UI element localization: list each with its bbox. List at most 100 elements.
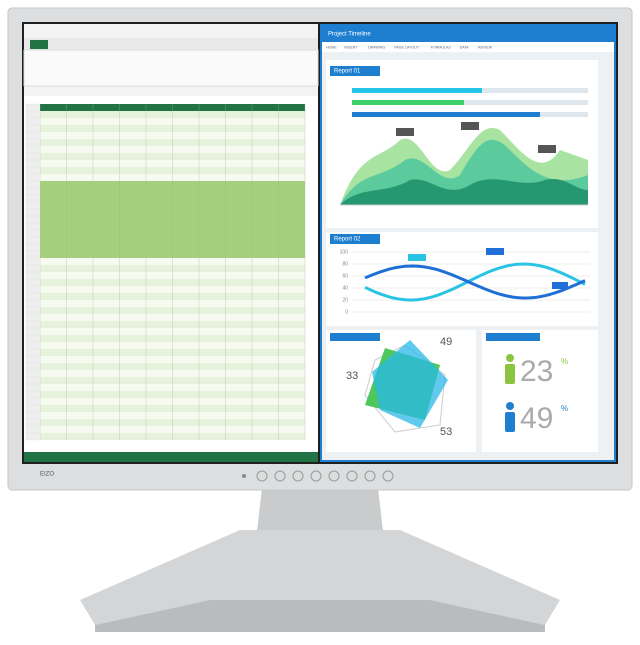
row-header (25, 208, 40, 217)
person-icon (506, 402, 514, 410)
row-header (25, 180, 40, 189)
tab: FORMULAS (431, 45, 452, 49)
stat-unit: % (561, 404, 568, 413)
row-header (25, 362, 40, 371)
callout (396, 128, 414, 136)
row-header (25, 173, 40, 182)
row-header (25, 390, 40, 399)
row-header (25, 306, 40, 315)
y-tick-label: 20 (342, 297, 348, 303)
row-header (25, 222, 40, 231)
row-header (25, 159, 40, 168)
row-header (25, 383, 40, 392)
progress-bar (352, 100, 464, 105)
row-header (25, 341, 40, 350)
person-icon (505, 412, 515, 432)
stand-neck (256, 488, 384, 540)
row-header (25, 250, 40, 259)
row-header (25, 271, 40, 280)
people-panel (482, 330, 598, 452)
row-header (25, 215, 40, 224)
stand-base-edge (95, 600, 545, 632)
row-header (25, 355, 40, 364)
button (364, 470, 376, 482)
stat-unit: % (561, 357, 568, 366)
radar-label: 53 (440, 426, 452, 438)
row-header (25, 124, 40, 133)
radar-label: 33 (346, 370, 358, 382)
person-icon (506, 354, 514, 362)
button (346, 470, 358, 482)
person-icon (505, 364, 515, 384)
y-tick-label: 0 (345, 309, 348, 315)
title-bar (322, 26, 614, 42)
row-header (25, 103, 40, 112)
row-header (25, 285, 40, 294)
row-header (25, 243, 40, 252)
row-header (25, 187, 40, 196)
row-header (25, 117, 40, 126)
stat-value: 49 (520, 402, 553, 435)
row-header (25, 320, 40, 329)
progress-bar (352, 88, 482, 93)
callout (461, 122, 479, 130)
people-header (486, 333, 540, 341)
callout (538, 145, 556, 153)
row-header (25, 432, 40, 441)
y-tick-label: 60 (342, 273, 348, 279)
tab: REVIEW (478, 45, 493, 49)
tab-bar (322, 42, 614, 52)
radar-label: 49 (440, 336, 452, 348)
area-layer (340, 178, 588, 205)
report-2-title: Report 02 (334, 237, 361, 243)
row-header (25, 138, 40, 147)
button (256, 470, 268, 482)
row-header (25, 411, 40, 420)
file-tab (30, 40, 48, 49)
row-header (25, 236, 40, 245)
row-header (25, 201, 40, 210)
button (274, 470, 286, 482)
progress-bar (352, 112, 540, 117)
button (310, 470, 322, 482)
power-led (242, 474, 246, 478)
tabs: HOME INSERT DRAWING PAGE LAYOUT FORMULAS DATA… (326, 45, 493, 49)
row-header (25, 313, 40, 322)
row-header (25, 299, 40, 308)
row-header (25, 145, 40, 154)
y-tick-label: 40 (342, 285, 348, 291)
radar-area (372, 340, 448, 428)
ribbon-tabs (24, 38, 318, 50)
wave-line (364, 264, 586, 300)
row-header (25, 418, 40, 427)
stand-base (80, 530, 560, 625)
callout (486, 248, 504, 255)
report-2-header (330, 234, 380, 244)
window-title: Project Timeline (328, 32, 371, 38)
control-buttons (242, 470, 394, 482)
ribbon (23, 49, 319, 87)
tab: DRAWING (368, 45, 385, 49)
row-header (25, 397, 40, 406)
row-header (25, 110, 40, 119)
row-header (25, 425, 40, 434)
tab: HOME (326, 45, 337, 49)
row-header (25, 194, 40, 203)
row-header (25, 376, 40, 385)
brand-logo: EIZO (40, 472, 54, 478)
row-header (25, 278, 40, 287)
row-header (25, 334, 40, 343)
tab: INSERT (344, 45, 358, 49)
row-header (25, 131, 40, 140)
row-header (25, 229, 40, 238)
button (382, 470, 394, 482)
radar-grid (364, 344, 446, 433)
button (328, 470, 340, 482)
row-header (25, 264, 40, 273)
stat-value: 23 (520, 355, 553, 388)
wave-line (364, 262, 586, 302)
callout (408, 254, 426, 261)
